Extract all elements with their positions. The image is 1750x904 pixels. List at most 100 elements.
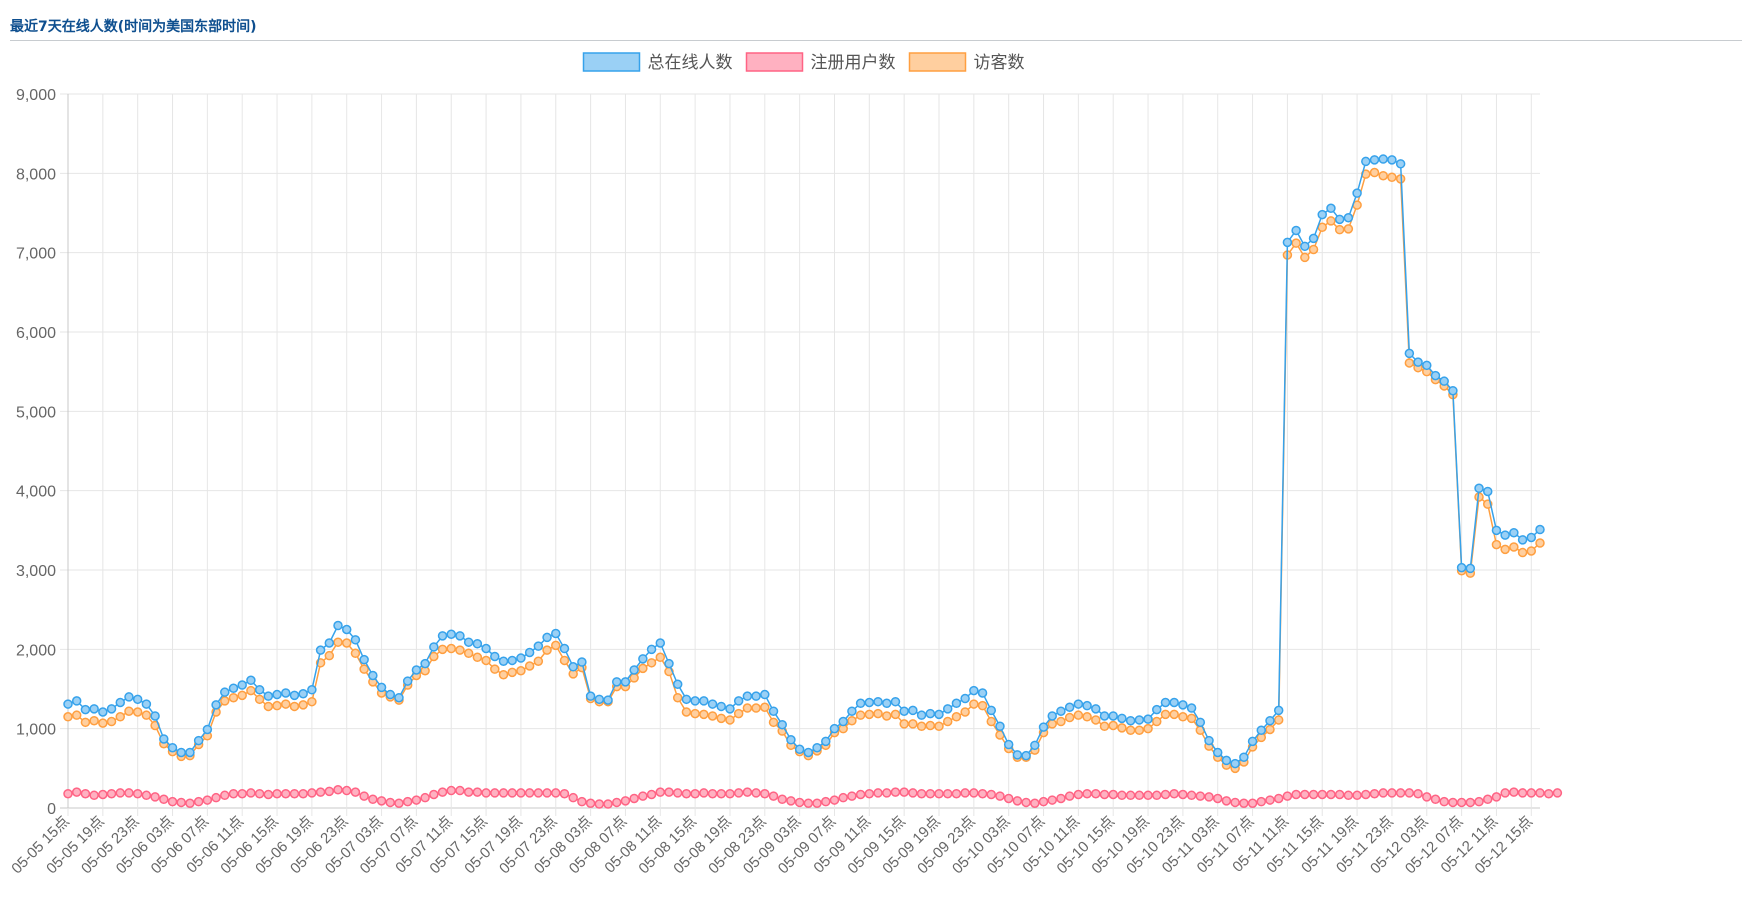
data-point[interactable] — [507, 667, 517, 678]
data-point[interactable] — [150, 792, 160, 802]
data-point[interactable] — [1517, 788, 1528, 798]
data-point[interactable] — [672, 679, 683, 689]
data-point[interactable] — [394, 692, 404, 703]
data-point[interactable] — [577, 657, 587, 667]
data-point[interactable] — [1221, 796, 1232, 806]
data-point[interactable] — [934, 709, 944, 720]
data-point[interactable] — [1543, 788, 1554, 799]
data-point[interactable] — [551, 640, 561, 651]
data-point[interactable] — [89, 790, 99, 801]
data-point[interactable] — [638, 663, 648, 674]
data-point[interactable] — [1195, 791, 1206, 801]
data-point[interactable] — [1178, 700, 1188, 710]
data-point[interactable] — [568, 792, 578, 803]
data-point[interactable] — [80, 717, 91, 728]
data-point[interactable] — [481, 655, 491, 666]
data-point[interactable] — [881, 788, 892, 798]
data-point[interactable] — [1186, 713, 1197, 724]
data-point[interactable] — [1378, 154, 1388, 164]
data-point[interactable] — [890, 787, 901, 797]
data-point[interactable] — [376, 682, 387, 693]
data-point[interactable] — [455, 631, 465, 641]
data-point[interactable] — [202, 795, 213, 805]
data-point[interactable] — [254, 694, 265, 705]
data-point[interactable] — [855, 789, 866, 800]
data-point[interactable] — [185, 747, 195, 758]
data-point[interactable] — [969, 788, 979, 798]
data-point[interactable] — [646, 644, 657, 655]
data-point[interactable] — [150, 711, 160, 721]
data-point[interactable] — [1056, 793, 1066, 804]
data-point[interactable] — [1152, 704, 1162, 715]
data-point[interactable] — [603, 695, 613, 705]
data-point[interactable] — [350, 787, 361, 797]
data-point[interactable] — [733, 708, 744, 719]
data-point[interactable] — [551, 628, 561, 639]
data-point[interactable] — [359, 654, 369, 665]
data-point[interactable] — [524, 661, 535, 671]
data-point[interactable] — [838, 792, 848, 803]
data-point[interactable] — [925, 788, 936, 799]
data-point[interactable] — [1047, 711, 1057, 721]
data-point[interactable] — [1169, 697, 1179, 708]
data-point[interactable] — [159, 794, 169, 805]
data-point[interactable] — [1526, 532, 1537, 543]
data-point[interactable] — [707, 711, 718, 721]
data-point[interactable] — [324, 650, 335, 661]
data-point[interactable] — [333, 785, 343, 795]
data-point[interactable] — [960, 788, 970, 798]
data-point[interactable] — [333, 637, 343, 647]
data-point[interactable] — [925, 720, 936, 731]
data-point[interactable] — [716, 713, 727, 724]
data-point[interactable] — [1282, 237, 1293, 248]
data-point[interactable] — [1134, 725, 1145, 736]
data-point[interactable] — [960, 707, 970, 717]
data-point[interactable] — [63, 699, 73, 709]
data-point[interactable] — [1047, 795, 1057, 805]
data-point[interactable] — [124, 706, 134, 716]
data-point[interactable] — [559, 655, 570, 666]
data-point[interactable] — [716, 701, 727, 712]
data-point[interactable] — [908, 788, 918, 798]
data-point[interactable] — [733, 696, 744, 706]
data-point[interactable] — [847, 715, 857, 726]
data-point[interactable] — [1413, 357, 1423, 367]
data-point[interactable] — [446, 643, 456, 654]
data-point[interactable] — [1030, 798, 1040, 808]
data-point[interactable] — [1378, 788, 1388, 798]
data-point[interactable] — [1308, 244, 1319, 255]
data-point[interactable] — [977, 700, 988, 711]
data-point[interactable] — [298, 700, 308, 710]
data-point[interactable] — [1117, 723, 1127, 733]
data-point[interactable] — [1326, 203, 1336, 213]
data-point[interactable] — [1300, 789, 1310, 800]
data-point[interactable] — [1152, 790, 1162, 801]
data-point[interactable] — [385, 797, 396, 808]
data-point[interactable] — [1108, 720, 1118, 731]
data-point[interactable] — [341, 624, 352, 635]
data-point[interactable] — [1239, 798, 1249, 808]
data-point[interactable] — [176, 747, 186, 758]
data-point[interactable] — [1387, 155, 1397, 165]
data-point[interactable] — [594, 694, 605, 705]
data-point[interactable] — [1021, 797, 1031, 808]
data-point[interactable] — [751, 691, 761, 701]
data-point[interactable] — [89, 704, 99, 714]
data-point[interactable] — [664, 787, 674, 797]
data-point[interactable] — [429, 651, 439, 662]
data-point[interactable] — [446, 785, 456, 796]
data-point[interactable] — [1273, 705, 1284, 716]
data-point[interactable] — [611, 797, 622, 808]
data-point[interactable] — [516, 653, 526, 663]
data-point[interactable] — [1073, 789, 1084, 800]
data-point[interactable] — [1064, 712, 1075, 723]
data-point[interactable] — [768, 717, 779, 728]
data-point[interactable] — [254, 788, 265, 799]
data-point[interactable] — [1334, 214, 1345, 225]
data-point[interactable] — [385, 689, 396, 700]
data-point[interactable] — [1300, 252, 1310, 263]
data-point[interactable] — [524, 788, 535, 798]
data-point[interactable] — [281, 788, 291, 799]
data-point[interactable] — [942, 704, 953, 714]
data-point[interactable] — [141, 699, 152, 709]
